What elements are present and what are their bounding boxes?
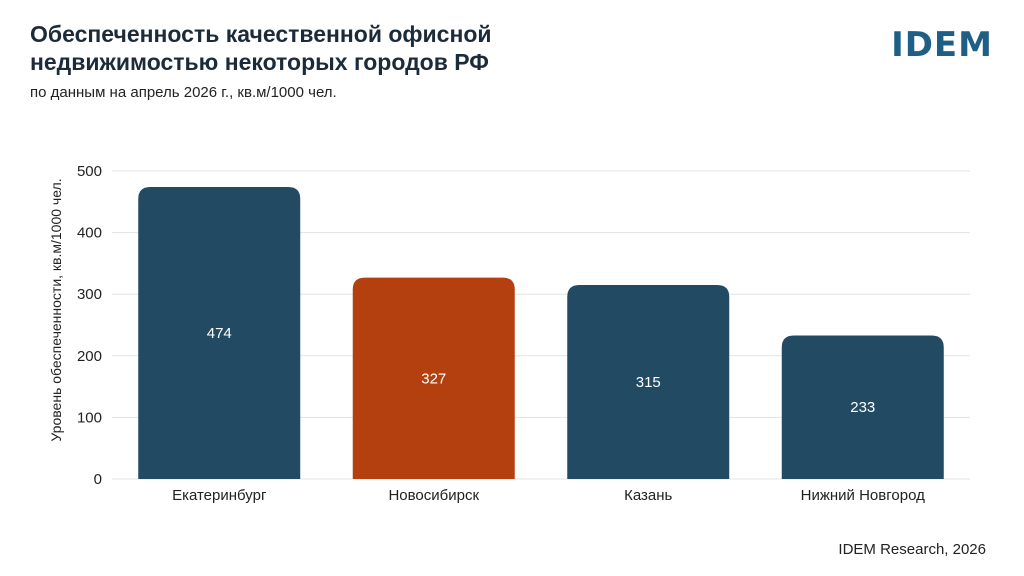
x-tick-label-3: Казань	[624, 487, 672, 504]
bar-3	[567, 284, 730, 479]
data-label-2: 327	[421, 370, 446, 387]
data-label-3: 315	[636, 374, 661, 391]
y-tick-label-0: 0	[94, 471, 102, 488]
bar-4	[781, 335, 944, 479]
chart-title-line-1: Обеспеченность качественной офисной	[30, 21, 492, 47]
idem-logo: IDEM	[891, 25, 993, 65]
x-tick-label-2: Новосибирск	[388, 487, 479, 504]
chart-subtitle: по данным на апрель 2026 г., кв.м/1000 ч…	[30, 84, 337, 101]
data-label-1: 474	[207, 325, 232, 342]
y-axis-label: Уровень обеспеченности, кв.м/1000 чел.	[48, 178, 64, 441]
bar-1	[138, 187, 301, 480]
chart-title: Обеспеченность качественной офисной недв…	[30, 20, 630, 76]
y-tick-label-100: 100	[77, 409, 102, 426]
source-note: IDEM Research, 2026	[838, 541, 986, 558]
y-tick-label-400: 400	[77, 225, 102, 242]
x-tick-label-1: Екатеринбург	[172, 487, 267, 504]
y-tick-label-200: 200	[77, 348, 102, 365]
data-label-4: 233	[850, 399, 875, 416]
y-tick-label-500: 500	[77, 163, 102, 180]
bar-2	[352, 277, 515, 479]
x-tick-label-4: Нижний Новгород	[801, 487, 925, 504]
chart-title-line-2: недвижимостью некоторых городов РФ	[30, 49, 489, 75]
y-tick-label-300: 300	[77, 286, 102, 303]
